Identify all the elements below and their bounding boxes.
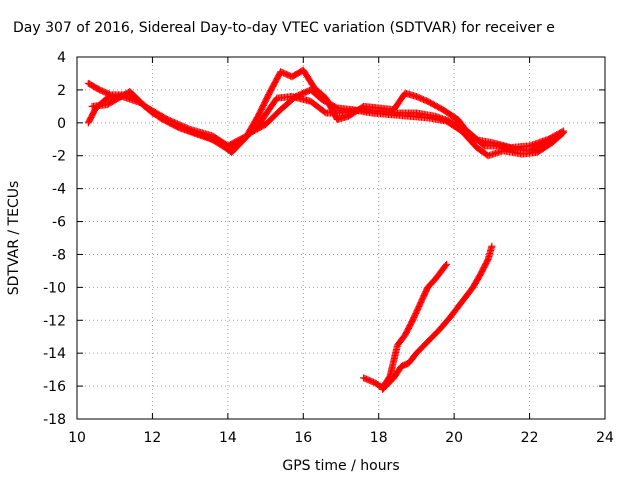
x-tick-label: 14 (219, 430, 237, 446)
x-tick-label: 10 (68, 430, 86, 446)
data-point (442, 262, 450, 270)
x-tick-label: 22 (521, 430, 539, 446)
data-track (378, 242, 496, 393)
y-tick-label: -6 (52, 215, 66, 231)
y-tick-label: -14 (43, 346, 66, 362)
x-axis: 10 12 14 16 18 20 22 24 (68, 57, 614, 446)
y-tick-label: -12 (43, 313, 66, 329)
y-tick-label: -10 (43, 280, 66, 296)
x-tick-label: 12 (144, 430, 162, 446)
x-tick-label: 20 (445, 430, 463, 446)
y-tick-label: -2 (52, 149, 66, 165)
y-tick-label: -18 (43, 412, 66, 428)
y-tick-label: -16 (43, 379, 66, 395)
data-point (558, 128, 566, 136)
plot-frame (76, 56, 606, 420)
data-point (488, 242, 496, 250)
y-tick-label: -4 (52, 182, 66, 198)
y-tick-label: -8 (52, 247, 66, 263)
data-point (560, 127, 568, 135)
data-point (443, 260, 451, 268)
x-tick-label: 18 (370, 430, 388, 446)
x-tick-label: 24 (596, 430, 614, 446)
grid-lines (77, 57, 605, 419)
y-axis-title: SDTVAR / TECUs (6, 181, 22, 296)
y-axis: -18 -16 -14 -12 -10 -8 -6 -4 -2 0 2 4 (43, 50, 605, 428)
x-axis-title: GPS time / hours (282, 458, 399, 474)
x-tick-label: 16 (294, 430, 312, 446)
chart-title: Day 307 of 2016, Sidereal Day-to-day VTE… (13, 20, 555, 36)
data-series (84, 66, 568, 393)
y-tick-label: 0 (57, 116, 66, 132)
y-tick-label: 4 (57, 50, 66, 66)
data-track (88, 66, 568, 151)
y-tick-label: 2 (57, 83, 66, 99)
